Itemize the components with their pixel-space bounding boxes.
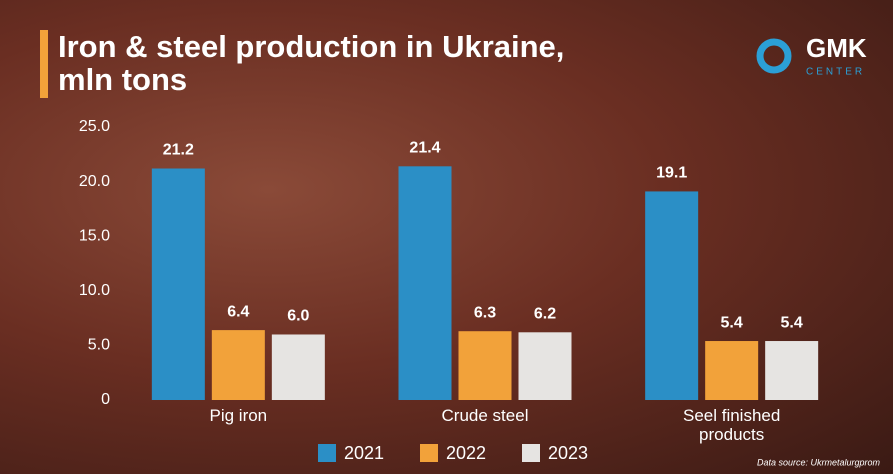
bar: [271, 334, 325, 400]
y-tick-label: 5.0: [88, 337, 110, 354]
bar: [211, 330, 265, 400]
legend-label: 2021: [344, 443, 384, 463]
value-label: 6.2: [534, 306, 556, 323]
value-label: 6.0: [287, 308, 309, 325]
bar: [518, 332, 572, 400]
value-label: 21.2: [163, 142, 194, 159]
legend-swatch: [420, 444, 438, 462]
bar: [398, 166, 452, 400]
bar: [458, 331, 512, 400]
x-tick-label: Pig iron: [209, 406, 268, 425]
value-label: 6.3: [474, 304, 496, 321]
value-label: 21.4: [409, 140, 440, 157]
bar: [645, 191, 699, 400]
bar: [151, 168, 205, 400]
y-tick-label: 15.0: [79, 227, 110, 244]
value-label: 5.4: [781, 314, 803, 331]
legend-swatch: [318, 444, 336, 462]
y-tick-label: 10.0: [79, 282, 110, 299]
legend-swatch: [522, 444, 540, 462]
y-tick-label: 25.0: [79, 118, 110, 135]
value-label: 19.1: [656, 165, 687, 182]
logo-subname: CENTER: [806, 67, 865, 78]
title-accent: [40, 30, 48, 98]
logo-name: GMK: [806, 33, 867, 63]
value-label: 6.4: [227, 303, 249, 320]
chart-title: Iron & steel production in Ukraine, mln …: [58, 29, 565, 97]
legend-label: 2022: [446, 443, 486, 463]
x-tick-label: Seel finished products: [682, 406, 781, 444]
bar: [765, 341, 819, 400]
source: Data source: Ukrmetalurgprom: [757, 457, 881, 467]
y-tick-label: 20.0: [79, 173, 110, 190]
legend-label: 2023: [548, 443, 588, 463]
value-label: 5.4: [721, 314, 743, 331]
y-tick-label: 0: [101, 391, 110, 408]
x-tick-label: Crude steel: [441, 406, 529, 425]
logo-icon: [756, 38, 792, 74]
bar: [705, 341, 759, 400]
